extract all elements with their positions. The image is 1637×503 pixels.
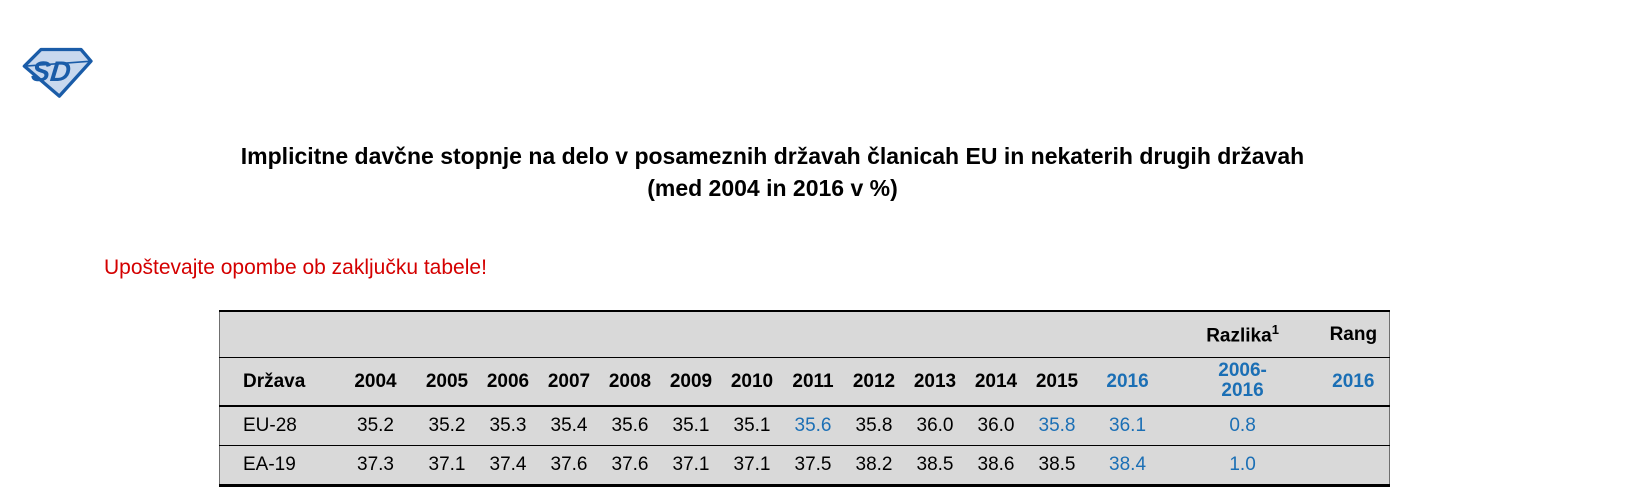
razlika-period: 2006- 2016 <box>1218 361 1267 401</box>
document-title: Implicitne davčne stopnje na delo v posa… <box>240 143 1305 169</box>
col-header-2008: 2008 <box>599 357 661 407</box>
col-header-2011: 2011 <box>782 357 844 407</box>
value-cell: 37.6 <box>550 454 588 475</box>
razlika-period-line1: 2006- <box>1218 360 1267 381</box>
notes-warning-text: Upoštevajte opombe ob zaključku tabele! <box>104 256 487 279</box>
razlika-cell: 1.0 <box>1229 454 1256 475</box>
value-cell: 38.2 <box>855 454 893 475</box>
razlika-label: Razlika <box>1206 325 1272 347</box>
value-cell: 37.1 <box>428 454 466 475</box>
razlika-period-line2: 2016 <box>1221 380 1264 401</box>
gem-icon: SD <box>22 47 93 98</box>
header-years-row: Država 2004 2005 2006 2007 2008 2009 201… <box>219 357 1390 407</box>
value-cell: 37.6 <box>611 454 649 475</box>
value-cell: 35.2 <box>334 406 417 446</box>
table-row-eu28: EU-28 35.2 35.2 35.3 35.4 35.6 35.1 35.1… <box>219 406 1390 446</box>
col-header-2007: 2007 <box>538 357 600 407</box>
value-cell: 38.5 <box>916 454 954 475</box>
value-cell: 35.2 <box>416 406 478 446</box>
table-row-ea19: EA-19 37.3 37.1 37.4 37.6 37.6 37.1 37.1… <box>220 446 1390 486</box>
value-cell: 37.5 <box>794 454 832 475</box>
value-cell: 35.1 <box>721 406 783 446</box>
rang-cell <box>1318 446 1390 486</box>
logo-letters: SD <box>30 56 73 88</box>
row-label: EA-19 <box>243 454 296 475</box>
rang-cell <box>1317 406 1390 446</box>
col-header-razlika: Razlika1 <box>1167 311 1318 358</box>
col-header-razlika-period: 2006- 2016 <box>1167 357 1318 407</box>
document-title-block: Implicitne davčne stopnje na delo v posa… <box>0 140 1545 204</box>
col-header-2005: 2005 <box>416 357 478 407</box>
value-cell: 35.3 <box>477 406 539 446</box>
document-subtitle: (med 2004 in 2016 v %) <box>647 175 898 201</box>
col-header-drzava: Država <box>219 357 335 407</box>
row-label: EU-28 <box>219 406 335 446</box>
value-cell: 38.5 <box>1038 454 1076 475</box>
col-header-2015: 2015 <box>1026 357 1088 407</box>
tax-rates-table: Razlika1 Rang Država 2004 2005 2006 2007… <box>219 310 1391 487</box>
value-cell: 37.1 <box>733 454 771 475</box>
col-header-2004: 2004 <box>334 357 417 407</box>
razlika-cell: 0.8 <box>1167 406 1318 446</box>
col-header-rang-year: 2016 <box>1317 357 1390 407</box>
value-cell: 35.4 <box>538 406 600 446</box>
col-header-2009: 2009 <box>660 357 722 407</box>
value-cell: 37.4 <box>489 454 527 475</box>
razlika-footnote-mark: 1 <box>1271 321 1279 337</box>
col-header-2016: 2016 <box>1087 357 1168 407</box>
value-cell: 35.6 <box>782 406 844 446</box>
value-cell: 35.8 <box>1026 406 1088 446</box>
col-header-2010: 2010 <box>721 357 783 407</box>
header-spacer <box>219 311 1168 358</box>
col-header-2012: 2012 <box>843 357 905 407</box>
value-cell: 35.6 <box>599 406 661 446</box>
value-cell: 35.1 <box>660 406 722 446</box>
value-cell: 36.1 <box>1087 406 1168 446</box>
col-header-2006: 2006 <box>477 357 539 407</box>
value-cell: 38.6 <box>977 454 1015 475</box>
header-group-row: Razlika1 Rang <box>219 311 1390 358</box>
col-header-rang: Rang <box>1317 311 1390 358</box>
value-cell: 36.0 <box>965 406 1027 446</box>
col-header-2013: 2013 <box>904 357 966 407</box>
value-cell: 36.0 <box>904 406 966 446</box>
value-cell: 37.1 <box>672 454 710 475</box>
col-header-2014: 2014 <box>965 357 1027 407</box>
value-cell: 35.8 <box>843 406 905 446</box>
sd-logo: SD <box>16 44 96 100</box>
value-cell: 37.3 <box>357 454 394 475</box>
value-cell: 38.4 <box>1109 454 1147 475</box>
